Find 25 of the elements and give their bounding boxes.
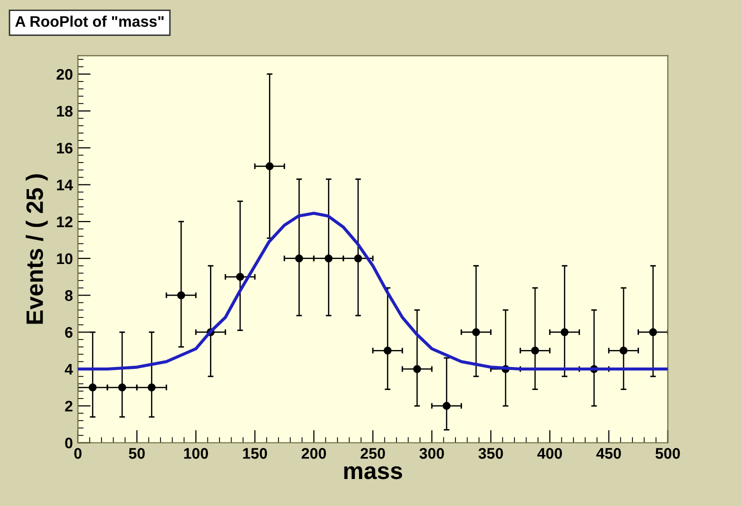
y-tick-label: 14	[57, 180, 73, 190]
y-tick-label: 10	[57, 253, 72, 264]
x-tick-label: 250	[360, 448, 385, 459]
x-tick-label: 350	[478, 448, 503, 459]
y-tick-label: 16	[57, 142, 72, 154]
y-tick-label: 4	[64, 364, 73, 375]
x-axis-title: mass	[344, 466, 402, 480]
y-axis-title: Events / ( 25 )	[26, 174, 48, 324]
x-tick-label: 300	[419, 448, 444, 459]
x-tick-label: 50	[128, 448, 145, 459]
x-tick-label: 150	[243, 448, 267, 459]
x-tick-label: 400	[537, 448, 562, 459]
x-tick-label: 0	[74, 448, 82, 459]
chart-title: A RooPlot of "mass"	[15, 16, 164, 27]
y-tick-label: 2	[65, 400, 72, 412]
x-tick-label: 500	[656, 448, 680, 459]
y-tick-label: 0	[65, 438, 72, 448]
x-tick-label: 450	[596, 448, 621, 459]
y-tick-label: 8	[65, 290, 73, 301]
y-tick-label: 12	[57, 216, 72, 228]
y-tick-label: 6	[65, 327, 72, 338]
x-tick-label: 100	[184, 448, 208, 459]
y-tick-label: 20	[56, 68, 72, 80]
y-tick-label: 18	[57, 106, 73, 117]
x-tick-label: 200	[302, 448, 326, 459]
